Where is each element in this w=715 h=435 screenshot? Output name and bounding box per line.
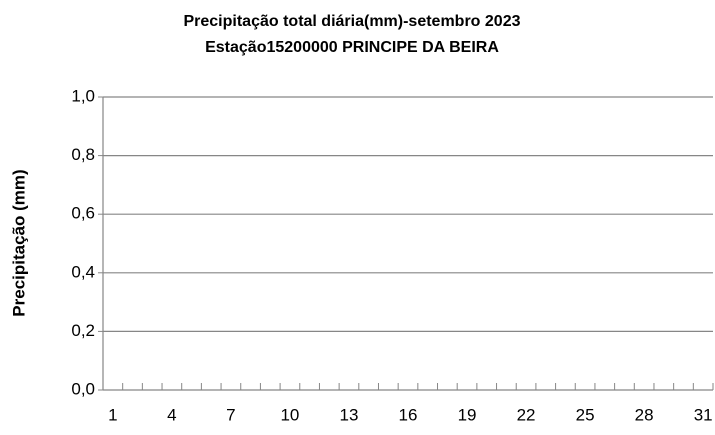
x-tick-label: 1 (108, 405, 117, 424)
x-tick-label: 19 (458, 405, 477, 424)
x-tick-label: 31 (694, 405, 713, 424)
y-axis-label: Precipitação (mm) (9, 169, 28, 316)
y-tick-label: 0,4 (71, 262, 95, 281)
x-tick-label: 10 (280, 405, 299, 424)
y-tick-label: 1,0 (71, 86, 95, 105)
y-tick-label: 0,6 (71, 204, 95, 223)
x-tick-label: 4 (167, 405, 176, 424)
x-tick-label: 22 (517, 405, 536, 424)
x-tick-label: 28 (635, 405, 654, 424)
y-tick-label: 0,0 (71, 379, 95, 398)
x-tick-label: 13 (340, 405, 359, 424)
y-tick-label: 0,8 (71, 145, 95, 164)
y-tick-label: 0,2 (71, 321, 95, 340)
x-tick-label: 7 (226, 405, 235, 424)
chart-subtitle: Estação15200000 PRINCIPE DA BEIRA (205, 39, 499, 56)
x-tick-label: 25 (576, 405, 595, 424)
x-tick-label: 16 (399, 405, 418, 424)
chart-title: Precipitação total diária(mm)-setembro 2… (183, 13, 520, 30)
